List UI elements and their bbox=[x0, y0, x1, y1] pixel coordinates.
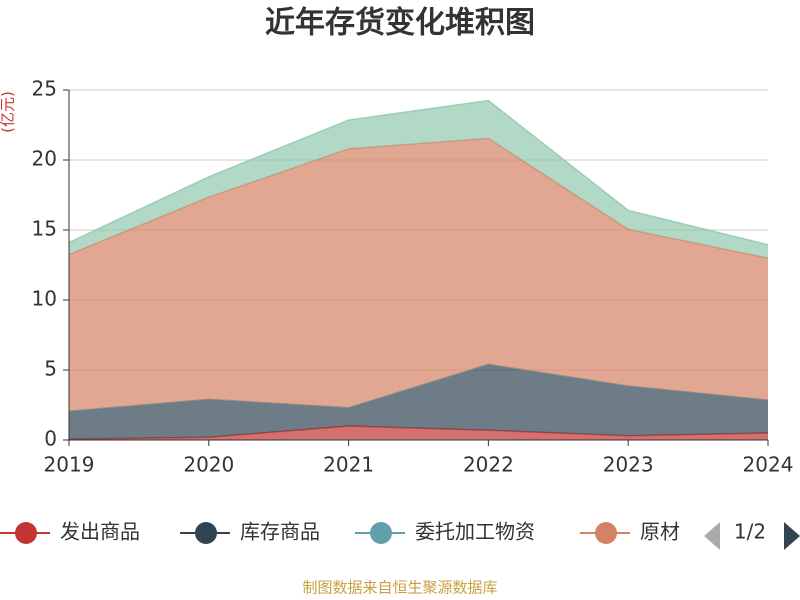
legend-prev[interactable] bbox=[704, 522, 720, 550]
y-tick-label: 20 bbox=[32, 147, 57, 171]
plot-area: 0 5 10 15 20 25 2019 2020 2021 2022 2023 2024 bbox=[32, 77, 794, 477]
x-tick-label: 2023 bbox=[603, 453, 654, 477]
legend-item[interactable]: 库存商品 bbox=[180, 520, 320, 545]
x-tick-label: 2020 bbox=[183, 453, 234, 477]
legend-marker bbox=[195, 522, 217, 544]
area bbox=[69, 100, 768, 258]
x-tick-label: 2021 bbox=[323, 453, 374, 477]
legend-label: 原材 bbox=[640, 520, 680, 544]
source-note: 制图数据来自恒生聚源数据库 bbox=[302, 579, 497, 597]
x-tick-label: 2019 bbox=[44, 453, 95, 477]
legend-item[interactable]: 发出商品 bbox=[0, 520, 140, 545]
y-unit: (亿元) bbox=[0, 91, 17, 133]
x-tick-label: 2024 bbox=[743, 453, 794, 477]
legend-next[interactable] bbox=[784, 522, 800, 550]
legend-label: 库存商品 bbox=[240, 520, 320, 544]
y-tick-label: 15 bbox=[32, 217, 57, 241]
legend-item[interactable]: 委托加工物资 bbox=[355, 520, 535, 545]
legend-marker bbox=[595, 522, 617, 544]
legend-item[interactable]: 原材 bbox=[580, 520, 680, 545]
legend-page: 1/2 bbox=[734, 520, 766, 544]
chart-title: 近年存货变化堆积图 bbox=[265, 6, 535, 41]
y-tick-label: 25 bbox=[32, 77, 57, 101]
legend: 发出商品 库存商品 委托加工物资 原材 bbox=[0, 520, 680, 545]
legend-label: 委托加工物资 bbox=[415, 520, 535, 544]
area bbox=[69, 364, 768, 440]
legend-label: 发出商品 bbox=[60, 520, 140, 544]
legend-marker bbox=[370, 522, 392, 544]
x-tick-label: 2022 bbox=[463, 453, 514, 477]
area-edge bbox=[68, 99, 769, 246]
area bbox=[69, 426, 768, 440]
y-tick-label: 10 bbox=[32, 287, 57, 311]
y-tick-label: 0 bbox=[44, 427, 57, 451]
y-tick-label: 5 bbox=[44, 357, 57, 381]
legend-marker bbox=[15, 522, 37, 544]
area bbox=[69, 138, 768, 412]
